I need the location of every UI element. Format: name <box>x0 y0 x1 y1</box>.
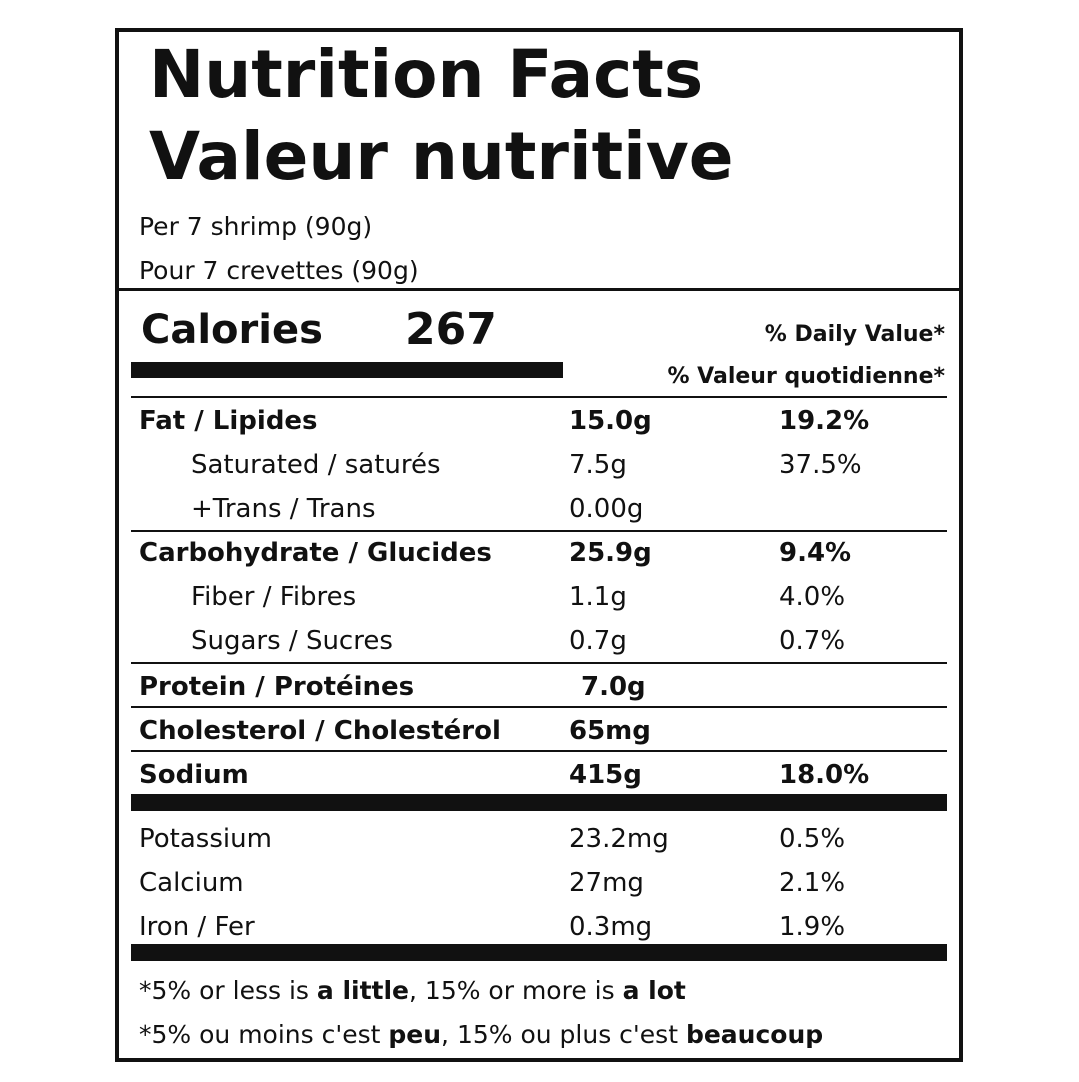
daily-value: 37.5% <box>779 450 862 480</box>
amount: 27mg <box>569 868 644 898</box>
nutrient-name: Saturated / saturés <box>191 450 441 480</box>
rule <box>131 530 947 532</box>
nutrient-name: Fat / Lipides <box>139 406 318 436</box>
amount: 0.00g <box>569 494 644 524</box>
daily-value: 0.5% <box>779 824 846 854</box>
amount: 0.7g <box>569 626 627 656</box>
nutrient-name: Sodium <box>139 760 249 790</box>
title: Nutrition Facts <box>149 36 704 113</box>
text: a lot <box>622 976 686 1005</box>
nutrient-name: Calcium <box>139 868 244 898</box>
text: peu <box>388 1020 442 1049</box>
text: , 15% or more is <box>409 976 623 1005</box>
thick-rule <box>131 944 947 961</box>
serving: Pour 7 crevettes (90g) <box>139 256 419 285</box>
daily-value: 9.4% <box>779 538 852 568</box>
text: , 15% ou plus c'est <box>441 1020 686 1049</box>
text: beaucoup <box>685 1020 824 1049</box>
title: Valeur nutritive <box>149 118 734 195</box>
footnote: *5% ou moins c'est peu, 15% ou plus c'es… <box>139 1022 823 1047</box>
footnote: *5% or less is a little, 15% or more is … <box>139 978 686 1003</box>
text: a little <box>316 976 410 1005</box>
daily-value: 0.7% <box>779 626 846 656</box>
dv-header: % Daily Value* <box>764 322 945 347</box>
nutrient-name: Carbohydrate / Glucides <box>139 538 492 568</box>
amount: 25.9g <box>569 538 652 568</box>
amount: 15.0g <box>569 406 652 436</box>
calories-label: Calories <box>141 307 323 353</box>
daily-value: 2.1% <box>779 868 846 898</box>
daily-value: 4.0% <box>779 582 846 612</box>
thick-rule <box>131 362 563 378</box>
daily-value: 18.0% <box>779 760 870 790</box>
nutrient-name: Protein / Protéines <box>139 672 415 702</box>
serving: Per 7 shrimp (90g) <box>139 212 373 241</box>
nutrient-name: Potassium <box>139 824 272 854</box>
amount: 0.3mg <box>569 912 653 942</box>
text: *5% or less is <box>139 976 317 1005</box>
amount: 7.0g <box>581 672 646 702</box>
amount: 7.5g <box>569 450 627 480</box>
rule <box>131 750 947 752</box>
nutrient-name: Fiber / Fibres <box>191 582 357 612</box>
daily-value: 19.2% <box>779 406 870 436</box>
calories-value: 267 <box>405 304 497 355</box>
daily-value: 1.9% <box>779 912 846 942</box>
nutrient-name: Cholesterol / Cholestérol <box>139 716 501 746</box>
thick-rule <box>131 794 947 811</box>
dv-header: % Valeur quotidienne* <box>667 364 945 389</box>
amount: 415g <box>569 760 642 790</box>
rule <box>131 396 947 398</box>
rule <box>119 288 959 291</box>
amount: 23.2mg <box>569 824 669 854</box>
nutrient-name: Sugars / Sucres <box>191 626 393 656</box>
text: *5% ou moins c'est <box>139 1020 389 1049</box>
nutrient-name: +Trans / Trans <box>191 494 376 524</box>
nutrient-name: Iron / Fer <box>139 912 255 942</box>
rule <box>131 706 947 708</box>
amount: 1.1g <box>569 582 627 612</box>
amount: 65mg <box>569 716 651 746</box>
rule <box>131 662 947 664</box>
nutrition-label: Nutrition Facts Valeur nutritive Per 7 s… <box>115 28 963 1062</box>
